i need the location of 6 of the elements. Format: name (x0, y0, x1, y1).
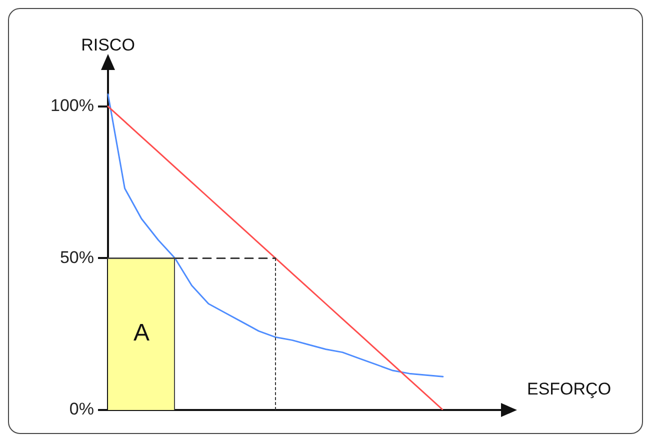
y-tick-label: 0% (69, 400, 94, 419)
annotation: A (133, 320, 150, 347)
y-axis-title: RISCO (81, 36, 135, 55)
y-tick-label: 50% (60, 248, 94, 267)
y-tick-label: 100% (50, 96, 94, 116)
x-axis-title: ESFORÇO (527, 380, 612, 399)
